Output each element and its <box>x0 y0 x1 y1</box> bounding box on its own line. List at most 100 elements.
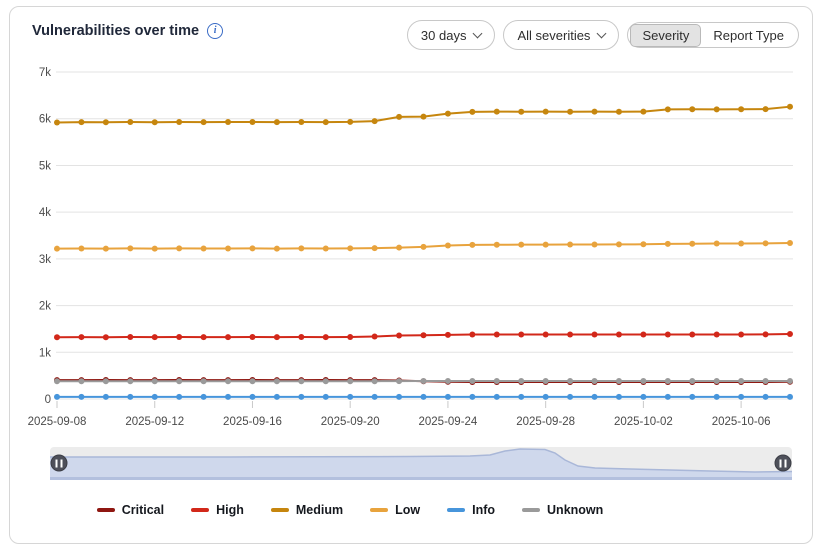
data-point-medium[interactable] <box>518 108 525 115</box>
legend-item-critical[interactable]: Critical <box>96 503 164 517</box>
data-point-high[interactable] <box>102 334 109 341</box>
data-point-low[interactable] <box>371 245 378 252</box>
data-point-info[interactable] <box>200 393 207 400</box>
data-point-medium[interactable] <box>786 103 793 110</box>
data-point-info[interactable] <box>713 393 720 400</box>
data-point-info[interactable] <box>689 393 696 400</box>
data-point-medium[interactable] <box>371 118 378 125</box>
data-point-info[interactable] <box>54 393 60 400</box>
data-point-low[interactable] <box>249 245 256 252</box>
data-point-high[interactable] <box>713 331 720 338</box>
data-point-low[interactable] <box>347 245 354 252</box>
data-point-high[interactable] <box>786 330 793 337</box>
data-point-unknown[interactable] <box>396 378 403 385</box>
data-point-unknown[interactable] <box>102 378 109 385</box>
data-point-high[interactable] <box>200 334 207 341</box>
data-point-info[interactable] <box>469 393 476 400</box>
data-point-info[interactable] <box>444 393 451 400</box>
toggle-option-severity[interactable]: Severity <box>630 23 702 47</box>
data-point-high[interactable] <box>249 334 256 341</box>
data-point-medium[interactable] <box>249 118 256 125</box>
data-point-high[interactable] <box>78 334 85 341</box>
data-point-low[interactable] <box>444 242 451 249</box>
data-point-unknown[interactable] <box>176 378 183 385</box>
data-point-low[interactable] <box>640 241 647 248</box>
toggle-option-report-type[interactable]: Report Type <box>713 27 784 43</box>
data-point-unknown[interactable] <box>786 377 793 384</box>
data-point-medium[interactable] <box>322 119 329 126</box>
data-point-high[interactable] <box>591 331 598 338</box>
range-brush-track[interactable] <box>50 447 792 480</box>
data-point-medium[interactable] <box>713 106 720 113</box>
data-point-low[interactable] <box>54 245 60 252</box>
data-point-low[interactable] <box>542 241 549 248</box>
data-point-info[interactable] <box>738 393 745 400</box>
data-point-high[interactable] <box>371 333 378 340</box>
data-point-medium[interactable] <box>347 118 354 125</box>
data-point-high[interactable] <box>444 331 451 338</box>
data-point-unknown[interactable] <box>615 378 622 385</box>
legend-item-medium[interactable]: Medium <box>270 503 343 517</box>
data-point-unknown[interactable] <box>78 378 85 385</box>
data-point-high[interactable] <box>738 331 745 338</box>
severity-filter-dropdown[interactable]: All severities <box>503 20 620 50</box>
data-point-unknown[interactable] <box>542 378 549 385</box>
data-point-unknown[interactable] <box>54 378 60 385</box>
data-point-low[interactable] <box>225 245 232 252</box>
brush-handle-left[interactable] <box>50 454 68 472</box>
data-point-high[interactable] <box>689 331 696 338</box>
data-point-low[interactable] <box>664 240 671 247</box>
data-point-unknown[interactable] <box>762 378 769 385</box>
data-point-medium[interactable] <box>689 106 696 113</box>
data-point-info[interactable] <box>615 393 622 400</box>
data-point-high[interactable] <box>615 331 622 338</box>
data-point-low[interactable] <box>762 240 769 247</box>
legend-item-high[interactable]: High <box>191 503 244 517</box>
data-point-high[interactable] <box>469 331 476 338</box>
data-point-low[interactable] <box>738 240 745 247</box>
data-point-info[interactable] <box>640 393 647 400</box>
data-point-medium[interactable] <box>127 119 134 126</box>
data-point-low[interactable] <box>591 241 598 248</box>
data-point-low[interactable] <box>102 245 109 252</box>
data-point-unknown[interactable] <box>151 378 158 385</box>
data-point-medium[interactable] <box>615 108 622 115</box>
data-point-low[interactable] <box>78 245 85 252</box>
data-point-unknown[interactable] <box>249 378 256 385</box>
data-point-high[interactable] <box>493 331 500 338</box>
data-point-info[interactable] <box>762 393 769 400</box>
legend-item-info[interactable]: Info <box>447 503 495 517</box>
data-point-info[interactable] <box>664 393 671 400</box>
data-point-medium[interactable] <box>469 108 476 115</box>
data-point-low[interactable] <box>493 241 500 248</box>
data-point-info[interactable] <box>542 393 549 400</box>
data-point-unknown[interactable] <box>738 378 745 385</box>
data-point-info[interactable] <box>518 393 525 400</box>
data-point-medium[interactable] <box>273 119 280 126</box>
time-range-dropdown[interactable]: 30 days <box>406 20 496 50</box>
data-point-high[interactable] <box>322 334 329 341</box>
data-point-high[interactable] <box>273 334 280 341</box>
data-point-medium[interactable] <box>591 108 598 115</box>
data-point-medium[interactable] <box>176 118 183 125</box>
legend-item-unknown[interactable]: Unknown <box>522 503 603 517</box>
data-point-unknown[interactable] <box>225 378 232 385</box>
data-point-medium[interactable] <box>78 119 85 126</box>
data-point-high[interactable] <box>762 331 769 338</box>
data-point-info[interactable] <box>225 393 232 400</box>
data-point-unknown[interactable] <box>493 378 500 385</box>
data-point-unknown[interactable] <box>322 378 329 385</box>
data-point-medium[interactable] <box>102 119 109 126</box>
data-point-unknown[interactable] <box>371 378 378 385</box>
data-point-medium[interactable] <box>54 119 60 126</box>
data-point-low[interactable] <box>420 243 427 250</box>
data-point-low[interactable] <box>713 240 720 247</box>
data-point-unknown[interactable] <box>273 378 280 385</box>
data-point-info[interactable] <box>493 393 500 400</box>
data-point-info[interactable] <box>151 393 158 400</box>
data-point-medium[interactable] <box>640 108 647 115</box>
data-point-info[interactable] <box>396 393 403 400</box>
data-point-medium[interactable] <box>664 106 671 113</box>
data-point-low[interactable] <box>273 245 280 252</box>
data-point-medium[interactable] <box>542 108 549 115</box>
